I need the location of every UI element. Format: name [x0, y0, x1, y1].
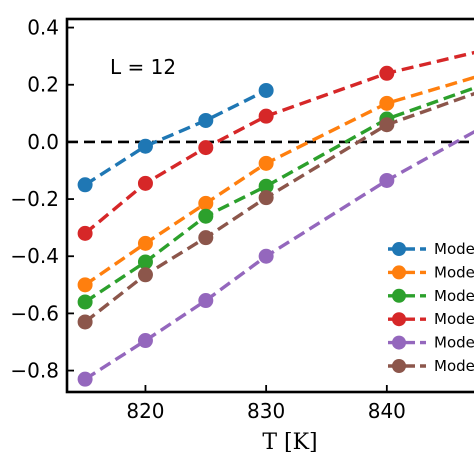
- data-point-series-2: [258, 155, 274, 171]
- x-tick-label: 820: [126, 399, 164, 423]
- data-point-series-5: [137, 333, 153, 349]
- legend-marker: [392, 335, 406, 350]
- data-point-series-1: [137, 138, 153, 154]
- data-point-series-4: [379, 65, 395, 81]
- series-line-2: [84, 75, 474, 287]
- y-tick-label: −0.4: [10, 244, 59, 268]
- axes: 0.40.20.0−0.2−0.4−0.6−0.8820830840850: [10, 16, 474, 423]
- legend-marker: [392, 242, 406, 256]
- y-tick-label: 0.4: [27, 16, 59, 40]
- legend-label: Mode: [434, 334, 474, 352]
- series-line-3: [84, 86, 474, 304]
- legend-label: Mode: [434, 357, 474, 375]
- data-point-series-3: [137, 254, 153, 270]
- data-point-series-2: [198, 195, 214, 211]
- y-tick-label: −0.2: [10, 187, 59, 211]
- series-line-1: [84, 88, 267, 187]
- data-point-series-3: [198, 208, 214, 224]
- plot-clip-group: [67, 50, 474, 387]
- system-size-annotation: L = 12: [110, 55, 176, 79]
- plot-area: [67, 50, 474, 387]
- data-point-series-2: [379, 95, 395, 111]
- x-tick-label: 830: [247, 399, 285, 423]
- series-line-6: [84, 91, 474, 324]
- data-point-series-5: [258, 248, 274, 264]
- data-point-series-5: [379, 172, 395, 188]
- y-tick-label: 0.2: [27, 73, 59, 97]
- plot-frame: [65, 17, 474, 394]
- legend-marker: [392, 288, 406, 303]
- legend: Mode Mode Mode Mode Mode Mode: [388, 240, 474, 375]
- data-point-series-2: [77, 277, 93, 293]
- data-point-series-5: [198, 293, 214, 309]
- data-point-series-4: [258, 108, 274, 124]
- series-line-5: [84, 130, 474, 381]
- legend-marker: [392, 265, 406, 280]
- legend-label: Mode: [434, 287, 474, 305]
- data-point-series-4: [198, 140, 214, 156]
- data-point-series-4: [77, 225, 93, 241]
- legend-marker: [392, 359, 406, 373]
- data-point-series-6: [137, 267, 153, 283]
- data-point-series-6: [258, 190, 274, 206]
- data-point-series-3: [258, 178, 274, 194]
- data-point-series-6: [379, 117, 395, 133]
- x-tick-label: 840: [368, 399, 406, 423]
- data-point-series-3: [77, 294, 93, 310]
- legend-marker: [392, 312, 406, 327]
- y-tick-label: 0.0: [27, 130, 59, 154]
- legend-label: Mode: [434, 240, 474, 258]
- data-point-series-4: [137, 175, 153, 191]
- x-axis-title: T [K]: [262, 430, 317, 455]
- legend-label: Mode: [434, 310, 474, 328]
- series-line-4: [84, 50, 474, 235]
- data-point-series-6: [198, 230, 214, 246]
- data-point-series-1: [77, 177, 93, 193]
- data-point-series-1: [258, 82, 274, 98]
- y-tick-label: −0.8: [10, 359, 59, 383]
- data-point-series-5: [77, 371, 93, 387]
- data-point-series-6: [77, 314, 93, 330]
- data-point-series-2: [137, 235, 153, 251]
- y-tick-label: −0.6: [10, 301, 59, 325]
- data-point-series-1: [198, 112, 214, 128]
- legend-label: Mode: [434, 263, 474, 281]
